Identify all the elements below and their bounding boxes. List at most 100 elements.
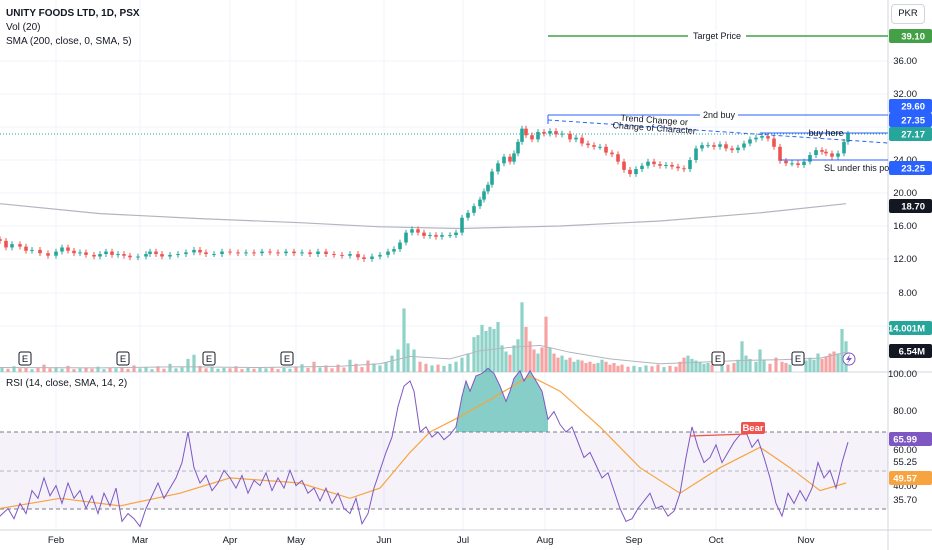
candle — [472, 203, 476, 216]
earnings-icon[interactable]: E — [791, 351, 805, 366]
volume-bar — [372, 363, 376, 372]
lightning-icon[interactable] — [842, 352, 856, 366]
volume-bar — [318, 367, 322, 372]
volume-bar — [18, 368, 22, 372]
time-axis[interactable]: Feb Mar Apr May Jun Jul Aug Sep Oct Nov — [48, 535, 815, 546]
volume-bar — [768, 363, 772, 372]
rsi-tick-label: 80.00 — [893, 406, 917, 417]
candle — [820, 147, 824, 155]
volume-bar — [668, 365, 672, 372]
candle — [466, 209, 470, 221]
price-tick-label: 8.00 — [899, 288, 918, 299]
volume-bar — [600, 359, 604, 372]
volume-bar — [816, 353, 820, 372]
candle — [192, 247, 196, 256]
volume-bar — [686, 355, 690, 372]
candle — [154, 248, 158, 257]
earnings-icon[interactable]: E — [116, 351, 130, 366]
bear-badge — [741, 422, 765, 434]
price-tags: 39.10 29.60 27.35 27.17 23.25 18.70 14.001M 6.5… — [888, 29, 932, 485]
time-tick-label: Apr — [223, 535, 238, 546]
volume-bars — [0, 302, 848, 372]
earnings-icon[interactable]: E — [18, 351, 32, 366]
candle — [78, 249, 82, 257]
candle — [72, 247, 76, 257]
time-tick-label: Sep — [626, 535, 643, 546]
candle — [730, 145, 734, 153]
svg-text:18.70: 18.70 — [901, 202, 925, 213]
volume-bar — [832, 351, 836, 372]
candle — [736, 144, 740, 153]
volume-bar — [552, 353, 556, 372]
volume-bar — [520, 302, 524, 372]
volume-bar — [540, 347, 544, 372]
candle — [712, 142, 716, 150]
second-buy-label: 2nd buy — [703, 110, 736, 120]
volume-bar — [612, 362, 616, 372]
candle — [796, 160, 800, 168]
price-axis[interactable]: 36.00 32.00 24.00 20.00 16.00 12.00 8.00 100.00… — [888, 56, 917, 506]
earnings-icon[interactable]: E — [202, 351, 216, 366]
candle — [496, 160, 500, 175]
volume-bar — [812, 359, 816, 372]
volume-bar — [516, 339, 520, 372]
candle — [542, 129, 546, 137]
volume-bar — [736, 359, 740, 372]
candle — [448, 232, 452, 238]
volume-bar — [270, 367, 274, 372]
volume-bar — [222, 367, 226, 372]
bear-divergence-line[interactable] — [689, 433, 749, 437]
volume-bar — [762, 359, 766, 372]
candle — [98, 251, 102, 260]
candle — [324, 248, 328, 257]
candle — [362, 254, 366, 262]
volume-bar — [96, 366, 100, 372]
candle — [284, 248, 288, 257]
volume-legend[interactable]: Vol (20) — [6, 22, 41, 33]
candle — [236, 249, 240, 257]
candle — [60, 244, 64, 255]
symbol-legend[interactable]: UNITY FOODS LTD, 1D, PSX — [6, 8, 140, 19]
candle — [386, 248, 390, 258]
candle — [370, 253, 374, 262]
rsi-legend[interactable]: RSI (14, close, SMA, 14, 2) — [6, 378, 128, 389]
volume-bar — [758, 349, 762, 372]
volume-bar — [564, 359, 568, 372]
volume-bar — [306, 367, 310, 372]
volume-bar — [702, 363, 706, 372]
earnings-icon[interactable]: E — [711, 351, 725, 366]
volume-bar — [54, 367, 58, 372]
currency-button[interactable]: PKR — [891, 4, 925, 24]
time-tick-label: Feb — [48, 535, 64, 546]
rsi-tick-label: 60.00 — [893, 445, 917, 456]
candle — [592, 142, 596, 150]
price-tag: 23.25 — [889, 161, 932, 175]
volume-bar — [656, 364, 660, 372]
candle — [348, 251, 352, 259]
candle — [292, 248, 296, 257]
candle — [104, 248, 108, 257]
volume-bar — [174, 368, 178, 372]
volume-bar — [536, 353, 540, 372]
candle — [718, 141, 722, 150]
volume-bar — [430, 365, 434, 372]
volume-bar — [390, 355, 394, 372]
volume-bar — [650, 366, 654, 372]
candle — [356, 251, 360, 261]
candle — [706, 142, 710, 149]
volume-bar — [424, 363, 428, 372]
candle — [4, 237, 8, 251]
sma-200-line — [0, 203, 847, 230]
volume-bar — [828, 353, 832, 372]
svg-text:14.001M: 14.001M — [888, 324, 925, 335]
volume-bar — [492, 328, 496, 372]
volume-bar — [360, 367, 364, 372]
earnings-icon[interactable]: E — [280, 351, 294, 366]
trend-line[interactable] — [547, 119, 889, 144]
volume-bar — [774, 357, 778, 372]
rsi-tick-label: 55.25 — [893, 457, 917, 468]
volume-bar — [168, 363, 172, 372]
candle — [84, 249, 88, 258]
sma-legend[interactable]: SMA (200, close, 0, SMA, 5) — [6, 36, 132, 47]
